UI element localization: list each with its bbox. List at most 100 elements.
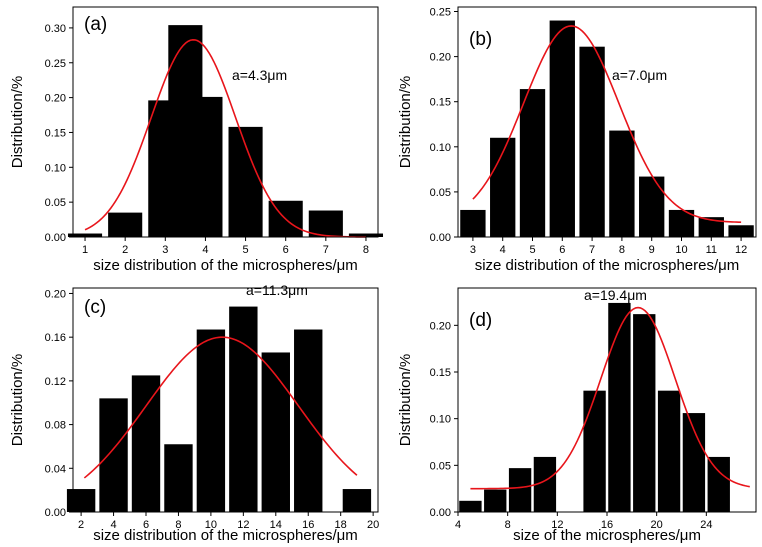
- plot-frame: [72, 287, 379, 513]
- plot-frame: [457, 6, 757, 238]
- x-axis-label: size of the microspheres/μm: [513, 527, 701, 544]
- y-tick-label: 0.20: [430, 52, 451, 64]
- x-tick-label: 7: [323, 244, 329, 256]
- fit-curve: [470, 306, 750, 490]
- panel-label: (b): [469, 29, 492, 50]
- x-tick-label: 3: [470, 244, 476, 256]
- y-tick-label: 0.04: [45, 463, 66, 475]
- bar: [698, 217, 724, 237]
- y-tick-label: 0.15: [430, 367, 451, 379]
- bar: [609, 130, 635, 237]
- x-tick-label: 6: [559, 244, 565, 256]
- x-tick-label: 20: [651, 519, 663, 531]
- y-tick-label: 0.08: [45, 420, 66, 432]
- y-tick-label: 0.00: [45, 232, 66, 244]
- y-tick-label: 0.20: [45, 288, 66, 300]
- y-tick-label: 0.00: [45, 507, 66, 519]
- bar: [508, 468, 532, 512]
- x-axis-label: size distribution of the microspheres/μm: [93, 527, 358, 544]
- x-tick-label: 16: [302, 519, 314, 531]
- bar: [533, 456, 557, 512]
- x-tick-label: 10: [675, 244, 687, 256]
- x-tick-label: 10: [205, 519, 217, 531]
- y-tick-label: 0.15: [430, 97, 451, 109]
- bar: [682, 413, 706, 512]
- bar: [99, 398, 128, 512]
- y-tick-label: 0.12: [45, 376, 66, 388]
- panel-label: (c): [84, 297, 106, 318]
- x-tick-label: 8: [505, 519, 511, 531]
- x-tick-label: 5: [529, 244, 535, 256]
- x-tick-label: 6: [143, 519, 149, 531]
- x-tick-label: 4: [500, 244, 506, 256]
- y-tick-label: 0.15: [45, 127, 66, 139]
- x-tick-label: 4: [455, 519, 461, 531]
- bar: [108, 212, 143, 237]
- bar: [579, 46, 605, 237]
- x-tick-label: 12: [735, 244, 747, 256]
- bar: [460, 209, 486, 237]
- fit-curve: [84, 38, 366, 238]
- bar: [229, 306, 258, 512]
- bar: [728, 225, 754, 237]
- y-tick-label: 0.10: [45, 162, 66, 174]
- x-tick-label: 1: [82, 244, 88, 256]
- bar: [67, 233, 103, 237]
- x-tick-label: 18: [335, 519, 347, 531]
- chart-panel-a: 0.00 0.05 0.10 0.15 0.20 0.25 0.30 1 2 3 4 5 6 7 8 size…: [9, 6, 384, 274]
- y-tick-label: 0.00: [430, 232, 451, 244]
- bar: [308, 210, 343, 237]
- x-tick-label: 14: [270, 519, 282, 531]
- panel-label: (d): [469, 310, 492, 331]
- bar: [549, 20, 575, 238]
- x-tick-label: 20: [367, 519, 379, 531]
- x-tick-label: 2: [78, 519, 84, 531]
- x-tick-label: 9: [649, 244, 655, 256]
- panel-label: (a): [84, 14, 107, 35]
- x-axis-label: size distribution of the microspheres/μm: [93, 257, 358, 274]
- bar: [459, 500, 482, 512]
- x-tick-label: 2: [122, 244, 128, 256]
- y-tick-label: 0.25: [45, 58, 66, 70]
- x-tick-label: 8: [363, 244, 369, 256]
- size-annotation: a=11.3μm: [246, 282, 308, 298]
- fit-curve: [83, 336, 358, 479]
- bar: [261, 352, 290, 512]
- bar: [348, 233, 384, 237]
- x-tick-label: 4: [110, 519, 116, 531]
- x-tick-label: 24: [700, 519, 712, 531]
- y-axis-label: Distribution/%: [397, 354, 414, 447]
- bar: [608, 302, 631, 512]
- x-tick-label: 5: [243, 244, 249, 256]
- plot-frame: [72, 6, 379, 238]
- fit-curve: [472, 25, 742, 224]
- x-tick-label: 6: [283, 244, 289, 256]
- x-tick-label: 16: [601, 519, 613, 531]
- y-tick-label: 0.05: [45, 197, 66, 209]
- x-tick-label: 12: [237, 519, 249, 531]
- y-tick-label: 0.10: [430, 142, 451, 154]
- y-axis-label: Distribution/%: [397, 76, 414, 169]
- bar: [342, 489, 372, 512]
- x-tick-label: 4: [202, 244, 208, 256]
- bar: [164, 444, 193, 512]
- y-tick-label: 0.16: [45, 332, 66, 344]
- bar: [519, 89, 546, 237]
- bar: [66, 489, 96, 512]
- bar: [131, 375, 161, 512]
- bar: [707, 456, 730, 512]
- x-tick-label: 3: [162, 244, 168, 256]
- x-tick-label: 8: [175, 519, 181, 531]
- x-tick-label: 8: [619, 244, 625, 256]
- size-annotation: a=4.3μm: [232, 67, 287, 83]
- chart-panel-b: 0.00 0.05 0.10 0.15 0.20 0.25 3 4 5 6 7 8 9 10 11 12siz…: [397, 6, 757, 274]
- y-tick-label: 0.20: [45, 93, 66, 105]
- y-axis-label: Distribution/%: [9, 76, 26, 169]
- y-tick-label: 0.25: [430, 7, 451, 19]
- bar: [196, 329, 226, 512]
- bar: [188, 96, 223, 237]
- x-tick-label: 11: [706, 244, 717, 256]
- x-axis-label: size distribution of the microspheres/μm: [475, 257, 740, 274]
